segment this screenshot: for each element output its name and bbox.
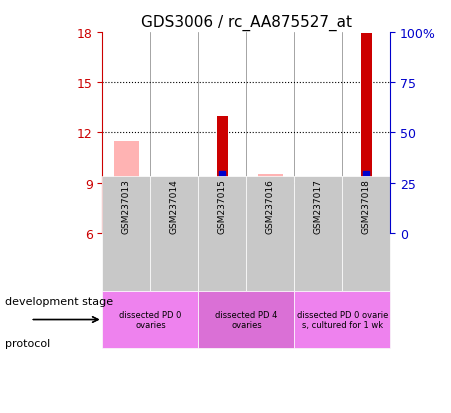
- FancyBboxPatch shape: [102, 176, 150, 291]
- FancyBboxPatch shape: [198, 291, 295, 349]
- Bar: [360, 34, 372, 234]
- Bar: [114, 141, 139, 234]
- Text: primordial follicles: primordial follicles: [204, 315, 288, 324]
- Text: primary follicles: primary follicles: [306, 315, 379, 324]
- Text: GSM237016: GSM237016: [266, 179, 275, 234]
- Text: dissected PD 0
ovaries: dissected PD 0 ovaries: [119, 310, 182, 330]
- FancyBboxPatch shape: [295, 291, 391, 349]
- Text: dissected PD 0 ovarie
s, cultured for 1 wk: dissected PD 0 ovarie s, cultured for 1 …: [297, 310, 388, 330]
- Bar: [216, 116, 228, 234]
- Text: unassembled
follicles: unassembled follicles: [120, 310, 180, 330]
- FancyBboxPatch shape: [246, 176, 295, 291]
- Text: dissected PD 4
ovaries: dissected PD 4 ovaries: [215, 310, 277, 330]
- Bar: [313, 197, 324, 234]
- FancyBboxPatch shape: [150, 176, 198, 291]
- Text: GSM237014: GSM237014: [170, 179, 179, 234]
- Title: GDS3006 / rc_AA875527_at: GDS3006 / rc_AA875527_at: [141, 15, 352, 31]
- FancyBboxPatch shape: [102, 291, 198, 349]
- FancyBboxPatch shape: [198, 291, 295, 349]
- Text: GSM237015: GSM237015: [218, 179, 227, 234]
- FancyBboxPatch shape: [295, 291, 391, 349]
- Bar: [162, 214, 187, 234]
- Bar: [258, 175, 283, 234]
- FancyBboxPatch shape: [342, 176, 391, 291]
- FancyBboxPatch shape: [102, 291, 198, 349]
- Text: GSM237013: GSM237013: [122, 179, 131, 234]
- Text: development stage: development stage: [5, 297, 113, 306]
- FancyBboxPatch shape: [295, 176, 342, 291]
- Text: GSM237017: GSM237017: [314, 179, 323, 234]
- Text: GSM237018: GSM237018: [362, 179, 371, 234]
- Text: protocol: protocol: [5, 338, 50, 348]
- FancyBboxPatch shape: [198, 176, 246, 291]
